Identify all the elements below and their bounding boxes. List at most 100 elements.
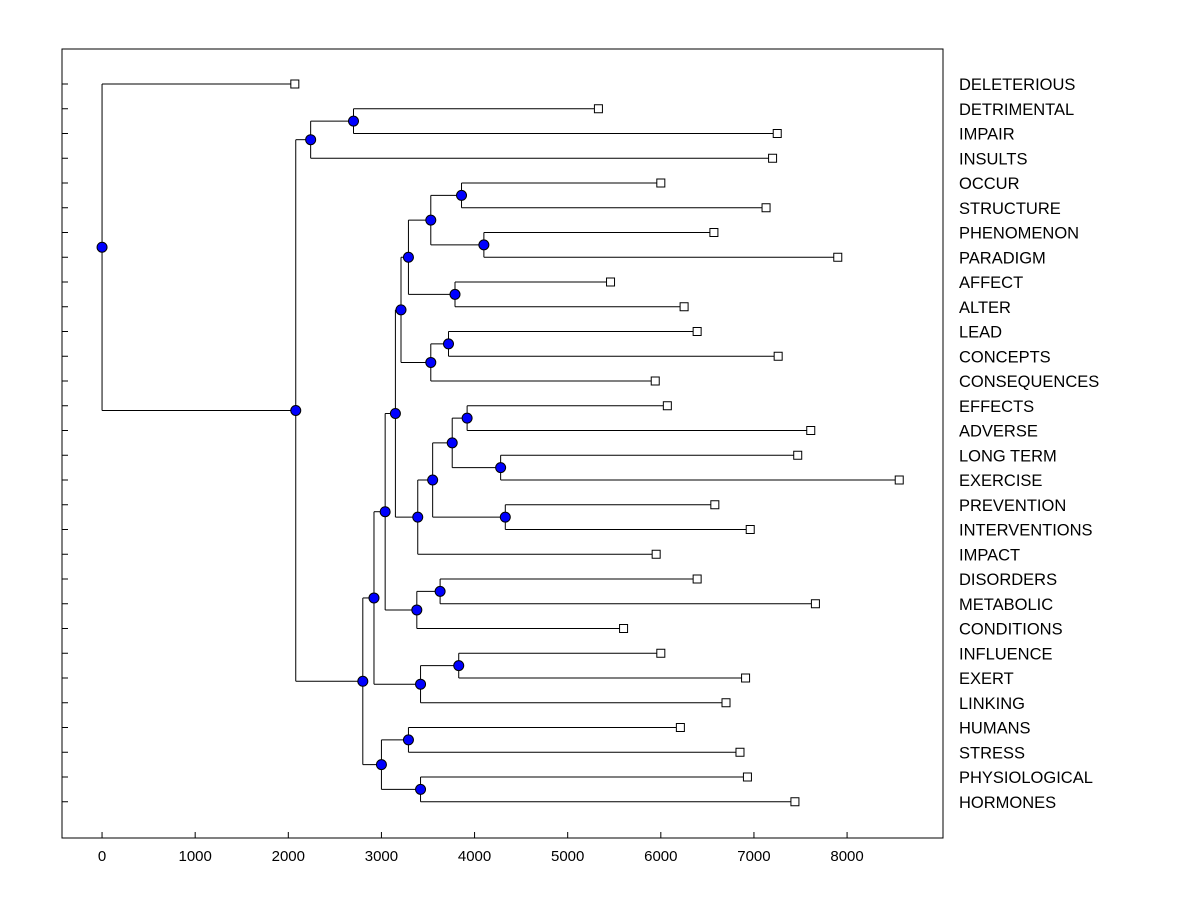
node-markers xyxy=(96,115,511,795)
leaf-marker-alter xyxy=(679,302,689,312)
leaf-markers xyxy=(290,79,904,807)
merge-node-n21 xyxy=(453,660,465,672)
leaf-label: HUMANS xyxy=(959,720,1031,738)
merge-node-n24 xyxy=(402,734,414,746)
leaf-marker-insults xyxy=(768,153,778,163)
leaf-label: LINKING xyxy=(959,695,1025,713)
merge-node-n10 xyxy=(395,304,407,316)
merge-node-n3 xyxy=(456,189,468,201)
merge-node-n22 xyxy=(415,678,427,690)
x-tick-label: 8000 xyxy=(830,848,863,865)
leaf-label: STRUCTURE xyxy=(959,200,1061,218)
merge-node-n20 xyxy=(379,506,391,518)
leaf-label: INSULTS xyxy=(959,150,1027,168)
merge-node-n13 xyxy=(446,437,458,449)
leaf-marker-physiological xyxy=(742,772,752,782)
merge-node-n16 xyxy=(412,511,424,523)
x-tick-label: 6000 xyxy=(644,848,677,865)
leaf-marker-phenomenon xyxy=(709,228,719,237)
leaf-label: ADVERSE xyxy=(959,423,1038,441)
merge-node-n27 xyxy=(357,675,369,687)
x-tick-label: 0 xyxy=(98,848,106,865)
leaf-label: METABOLIC xyxy=(959,596,1053,614)
leaf-marker-impact xyxy=(651,549,661,559)
leaf-marker-disorders xyxy=(692,574,702,584)
x-axis: 0 1000 2000 3000 4000 5000 6000 7000 8000 xyxy=(98,832,864,865)
merge-node-n15 xyxy=(427,474,439,486)
leaf-marker-exert xyxy=(741,673,751,683)
leaf-ticks xyxy=(62,83,68,803)
leaf-marker-occur xyxy=(656,178,666,188)
leaf-label: PHENOMENON xyxy=(959,225,1079,243)
leaf-label: IMPAIR xyxy=(959,126,1015,144)
plot-frame xyxy=(61,48,944,839)
merge-node-n5 xyxy=(425,214,437,226)
merge-node-n28 xyxy=(290,404,302,416)
leaf-label: LEAD xyxy=(959,324,1002,342)
leaf-marker-linking xyxy=(721,698,731,708)
leaf-marker-conditions xyxy=(619,624,629,633)
leaf-label: PREVENTION xyxy=(959,497,1066,515)
merge-node-n25 xyxy=(415,783,427,795)
leaf-marker-affect xyxy=(606,277,616,287)
leaf-label: EXERCISE xyxy=(959,472,1042,490)
leaf-marker-detrimental xyxy=(593,104,603,114)
leaf-label: IMPACT xyxy=(959,546,1020,564)
leaf-label: CONSEQUENCES xyxy=(959,373,1099,391)
merge-node-n29 xyxy=(96,241,108,253)
leaf-label: DETRIMENTAL xyxy=(959,101,1074,119)
leaf-label: HORMONES xyxy=(959,794,1056,812)
leaf-label: DELETERIOUS xyxy=(959,76,1075,94)
x-tick-label: 3000 xyxy=(365,848,398,865)
leaf-marker-deleterious xyxy=(290,79,300,89)
merge-node-n18 xyxy=(434,585,446,597)
merge-node-n8 xyxy=(442,338,454,350)
merge-node-n1 xyxy=(347,115,359,127)
leaf-label: EFFECTS xyxy=(959,398,1034,416)
leaf-marker-stress xyxy=(735,747,745,757)
leaf-marker-prevention xyxy=(710,500,720,510)
leaf-marker-humans xyxy=(675,723,685,732)
merge-node-n9 xyxy=(425,356,437,368)
merge-node-n23 xyxy=(368,592,380,604)
merge-node-n2 xyxy=(305,134,317,146)
leaf-marker-paradigm xyxy=(833,252,843,262)
merge-node-n14 xyxy=(499,511,511,523)
merge-node-n19 xyxy=(411,604,423,616)
merge-node-n6 xyxy=(449,288,461,300)
leaf-label: DISORDERS xyxy=(959,571,1057,589)
leaf-marker-adverse xyxy=(806,426,816,435)
leaf-label: ALTER xyxy=(959,299,1011,317)
leaf-marker-effects xyxy=(662,401,672,411)
leaf-label: EXERT xyxy=(959,670,1014,688)
leaf-label: CONCEPTS xyxy=(959,348,1051,366)
leaf-labels: DELETERIOUS DETRIMENTAL IMPAIR INSULTS OCCUR… xyxy=(959,76,1099,812)
leaf-label: PHYSIOLOGICAL xyxy=(959,769,1093,787)
leaf-marker-consequences xyxy=(650,376,660,386)
leaf-marker-lead xyxy=(692,327,702,336)
leaf-marker-hormones xyxy=(790,797,800,807)
leaf-marker-metabolic xyxy=(810,599,820,609)
merge-node-n17 xyxy=(389,407,401,419)
merge-node-n7 xyxy=(402,251,414,263)
leaf-marker-influence xyxy=(656,648,666,658)
leaf-label: LONG TERM xyxy=(959,447,1057,465)
x-tick-label: 5000 xyxy=(551,848,584,865)
leaf-marker-structure xyxy=(761,203,771,213)
merge-node-n11 xyxy=(461,412,473,424)
leaf-label: OCCUR xyxy=(959,175,1020,193)
leaf-label: PARADIGM xyxy=(959,249,1046,267)
x-tick-label: 1000 xyxy=(178,848,211,865)
merge-node-n26 xyxy=(375,759,387,771)
leaf-label: INTERVENTIONS xyxy=(959,522,1093,540)
leaf-label: AFFECT xyxy=(959,274,1023,292)
leaf-marker-impair xyxy=(772,129,782,138)
merge-node-n4 xyxy=(478,239,490,251)
leaf-marker-long-term xyxy=(793,450,803,460)
x-tick-label: 2000 xyxy=(272,848,305,865)
x-tick-label: 4000 xyxy=(458,848,491,865)
merge-node-n12 xyxy=(495,462,507,474)
leaf-marker-exercise xyxy=(894,475,904,485)
x-tick-label: 7000 xyxy=(737,848,770,865)
